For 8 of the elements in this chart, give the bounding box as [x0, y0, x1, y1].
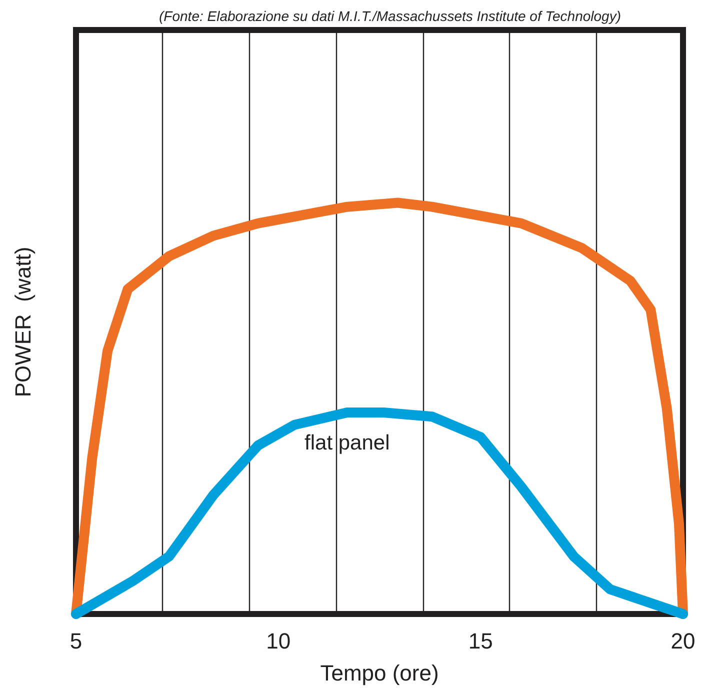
- x-tick-label: 20: [670, 628, 696, 654]
- x-tick-label: 5: [70, 628, 82, 654]
- x-axis-title: Tempo (ore): [320, 660, 439, 686]
- series-label: flat panel: [304, 431, 390, 454]
- text: (Fonte: Elaborazione su dati M.I.T./Massachussets Institute of Technology): [159, 8, 621, 24]
- x-tick-label: 15: [468, 628, 493, 654]
- x-tick-label: 10: [266, 628, 291, 654]
- y-axis-title: POWER (watt): [10, 246, 36, 398]
